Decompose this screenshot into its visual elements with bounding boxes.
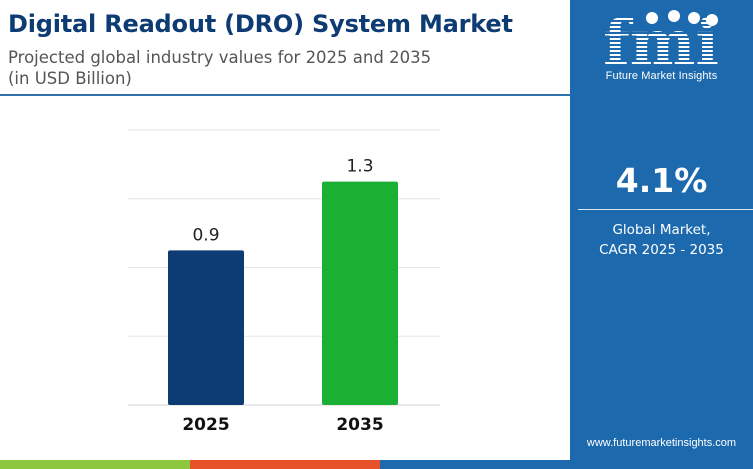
x-tick-label-2025: 2025 <box>182 415 229 435</box>
bar-2035 <box>322 181 398 405</box>
website-link[interactable]: www.futuremarketinsights.com <box>586 437 737 449</box>
subtitle-line-2: (in USD Billion) <box>8 69 132 88</box>
cagr-label-line-1: Global Market, <box>612 222 711 238</box>
bar-2025 <box>168 250 244 405</box>
sidebar-panel: fmi Future Market Insights 4.1% Global M… <box>570 0 753 469</box>
bottom-color-stripe <box>0 460 570 469</box>
x-tick-labels: 2025 2035 <box>182 415 383 435</box>
subtitle-line-1: Projected global industry values for 202… <box>8 48 432 67</box>
chart-subtitle: Projected global industry values for 202… <box>8 47 431 89</box>
sidebar-divider <box>578 209 753 210</box>
data-labels: 0.9 1.3 <box>192 157 373 246</box>
logo-icons <box>646 10 718 26</box>
data-label-2035: 1.3 <box>346 157 373 177</box>
fmi-logo: fmi <box>603 6 719 70</box>
cagr-label-line-2: CAGR 2025 - 2035 <box>599 242 724 258</box>
bar-chart: 0.9 1.3 2025 2035 <box>128 129 440 435</box>
data-label-2025: 0.9 <box>192 225 219 245</box>
stripe-segment-blue <box>380 460 570 469</box>
logo-caption: Future Market Insights <box>605 70 718 82</box>
cagr-value: 4.1% <box>615 161 708 200</box>
chart-title: Digital Readout (DRO) System Market <box>8 10 513 38</box>
stripe-segment-green <box>0 460 190 469</box>
x-tick-label-2035: 2035 <box>336 415 383 435</box>
header-divider <box>0 94 570 96</box>
cagr-label: Global Market, CAGR 2025 - 2035 <box>570 220 753 260</box>
stripe-segment-orange <box>190 460 380 469</box>
logo-wordmark: fmi <box>603 6 719 70</box>
bars <box>168 181 398 405</box>
